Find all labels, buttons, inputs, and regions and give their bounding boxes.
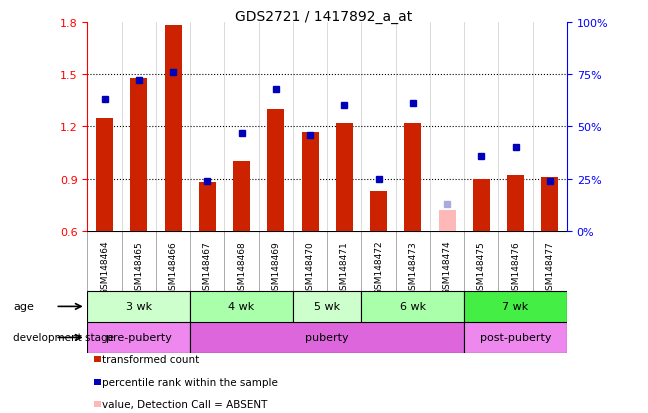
Bar — [362, 291, 464, 322]
Bar — [191, 291, 293, 322]
Bar — [507, 176, 524, 231]
Text: 3 wk: 3 wk — [126, 301, 152, 312]
Text: 6 wk: 6 wk — [400, 301, 426, 312]
Bar — [87, 291, 191, 322]
Bar — [404, 123, 421, 231]
Text: development stage: development stage — [13, 332, 114, 343]
Text: GSM148476: GSM148476 — [511, 240, 520, 295]
Text: puberty: puberty — [305, 332, 349, 343]
Text: percentile rank within the sample: percentile rank within the sample — [102, 377, 278, 387]
Bar — [301, 132, 319, 231]
Bar — [199, 183, 216, 231]
Bar — [439, 211, 456, 231]
Bar — [191, 322, 464, 353]
Text: GSM148477: GSM148477 — [546, 240, 555, 295]
Bar — [541, 178, 559, 231]
Text: 4 wk: 4 wk — [229, 301, 255, 312]
Text: GSM148471: GSM148471 — [340, 240, 349, 295]
Bar — [87, 322, 191, 353]
Bar — [464, 291, 567, 322]
Text: GDS2721 / 1417892_a_at: GDS2721 / 1417892_a_at — [235, 10, 413, 24]
Bar — [96, 118, 113, 231]
Text: GSM148472: GSM148472 — [374, 240, 383, 295]
Bar — [336, 123, 353, 231]
Text: GSM148466: GSM148466 — [168, 240, 178, 295]
Bar — [464, 322, 567, 353]
Bar — [370, 191, 387, 231]
Text: GSM148469: GSM148469 — [272, 240, 281, 295]
Text: GSM148464: GSM148464 — [100, 240, 109, 295]
Bar — [233, 162, 250, 231]
Bar — [165, 26, 181, 231]
Text: post-puberty: post-puberty — [480, 332, 551, 343]
Text: transformed count: transformed count — [102, 354, 200, 364]
Bar — [473, 179, 490, 231]
Text: GSM148470: GSM148470 — [306, 240, 315, 295]
Text: age: age — [13, 301, 34, 312]
Text: GSM148465: GSM148465 — [134, 240, 143, 295]
Text: GSM148467: GSM148467 — [203, 240, 212, 295]
Text: GSM148468: GSM148468 — [237, 240, 246, 295]
Text: GSM148474: GSM148474 — [443, 240, 452, 295]
Text: 5 wk: 5 wk — [314, 301, 340, 312]
Text: 7 wk: 7 wk — [502, 301, 529, 312]
Text: GSM148475: GSM148475 — [477, 240, 486, 295]
Bar — [293, 291, 362, 322]
Text: pre-puberty: pre-puberty — [106, 332, 172, 343]
Text: GSM148473: GSM148473 — [408, 240, 417, 295]
Text: value, Detection Call = ABSENT: value, Detection Call = ABSENT — [102, 399, 268, 409]
Bar — [130, 78, 147, 231]
Bar — [267, 109, 284, 231]
